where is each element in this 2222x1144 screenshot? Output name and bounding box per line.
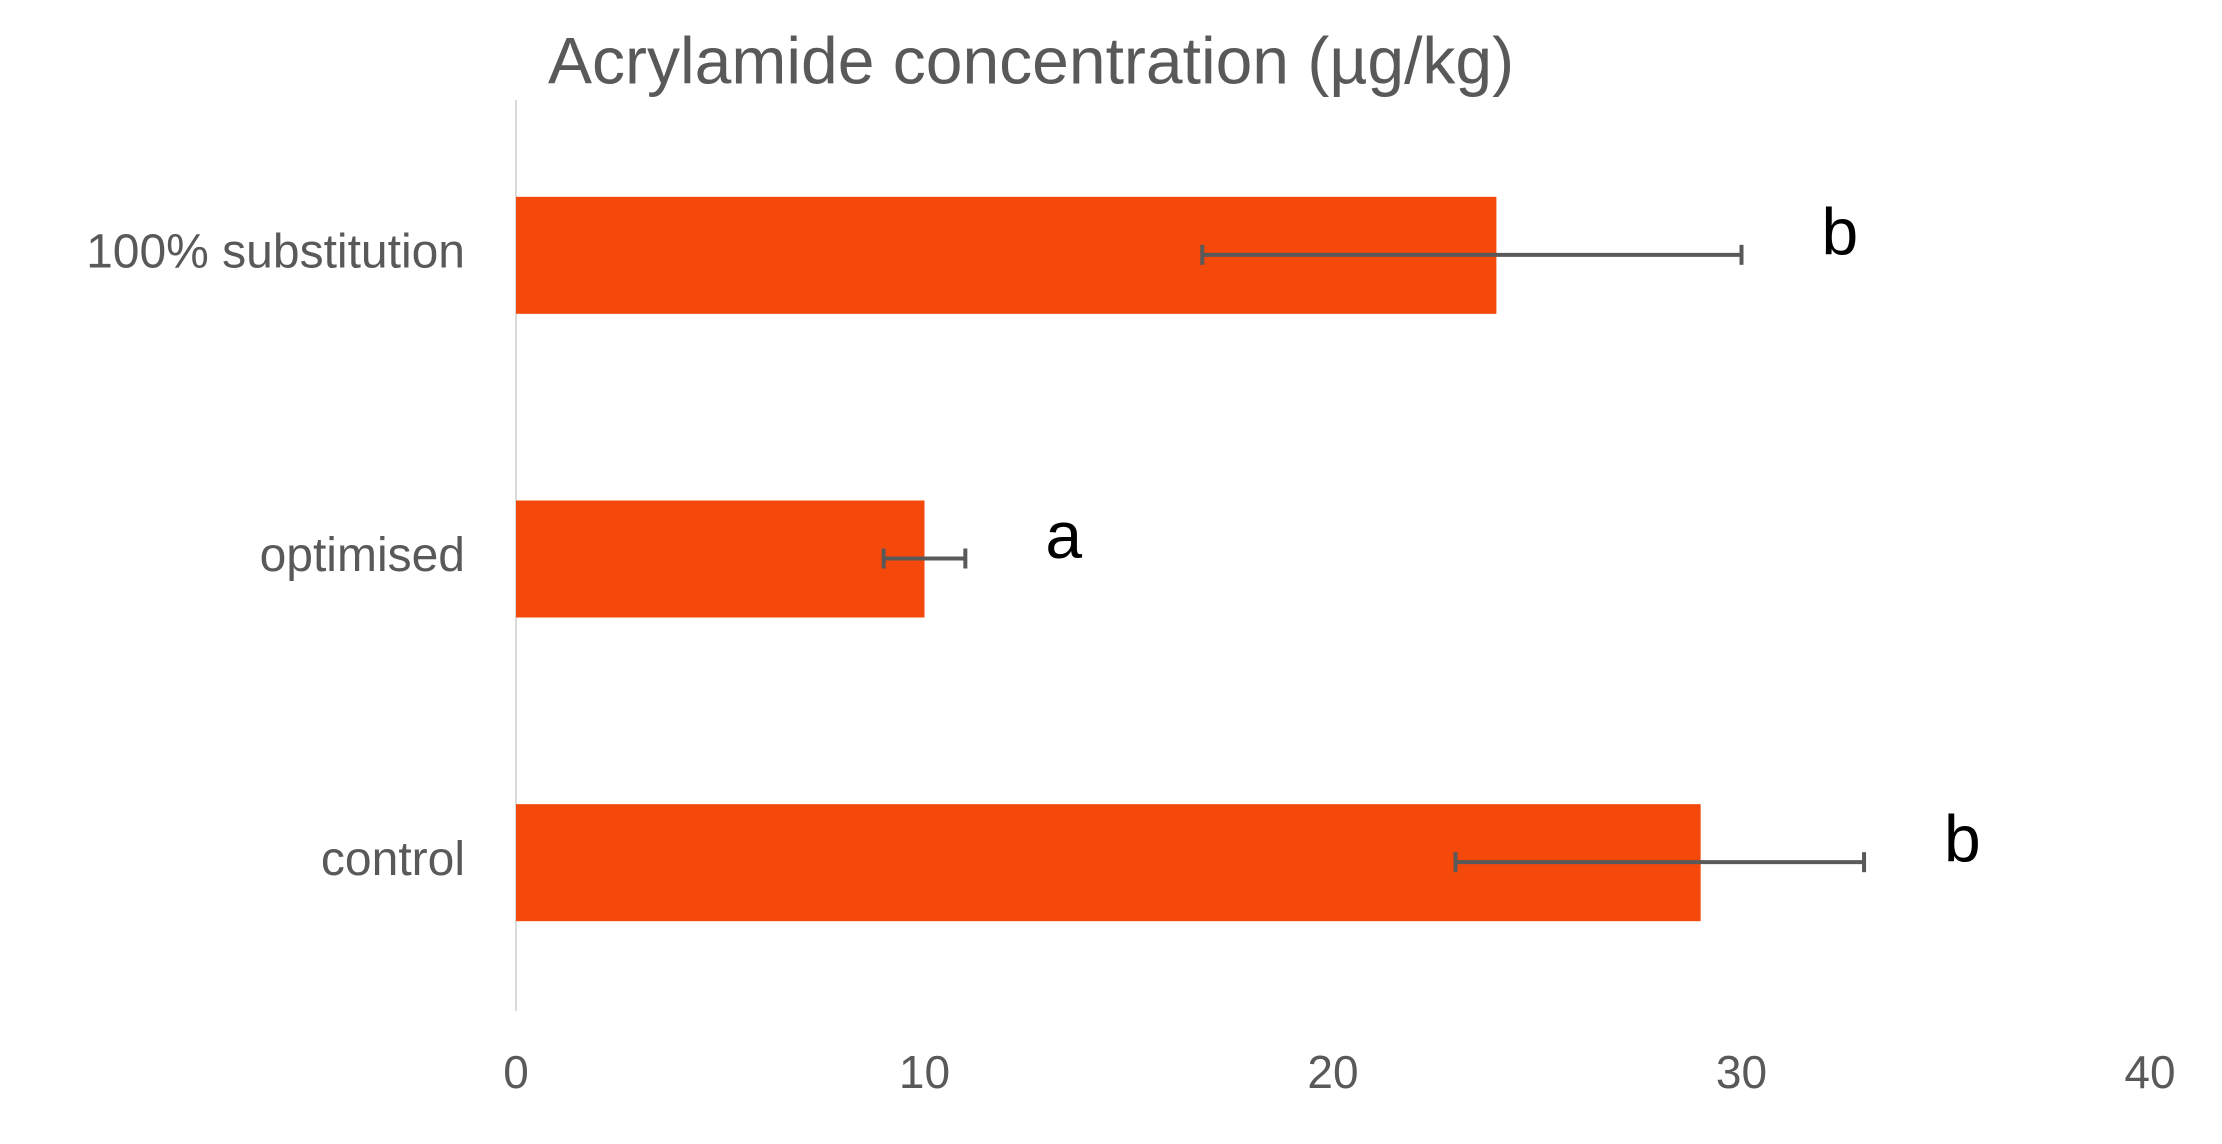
y-tick-label: control [321,833,465,886]
x-tick-label: 40 [2124,1046,2175,1098]
y-tick-label: 100% substitution [86,226,465,279]
x-tick-label: 30 [1716,1046,1767,1098]
chart-title: Acrylamide concentration (µg/kg) [548,23,1514,97]
x-tick-label: 20 [1307,1046,1358,1098]
x-tick-label: 10 [899,1046,950,1098]
annotation: b [1822,194,1859,268]
bar [516,500,925,618]
x-tick-label: 0 [503,1046,529,1098]
y-tick-label: optimised [260,529,465,582]
annotation: a [1045,498,1082,572]
annotation: b [1944,802,1981,876]
